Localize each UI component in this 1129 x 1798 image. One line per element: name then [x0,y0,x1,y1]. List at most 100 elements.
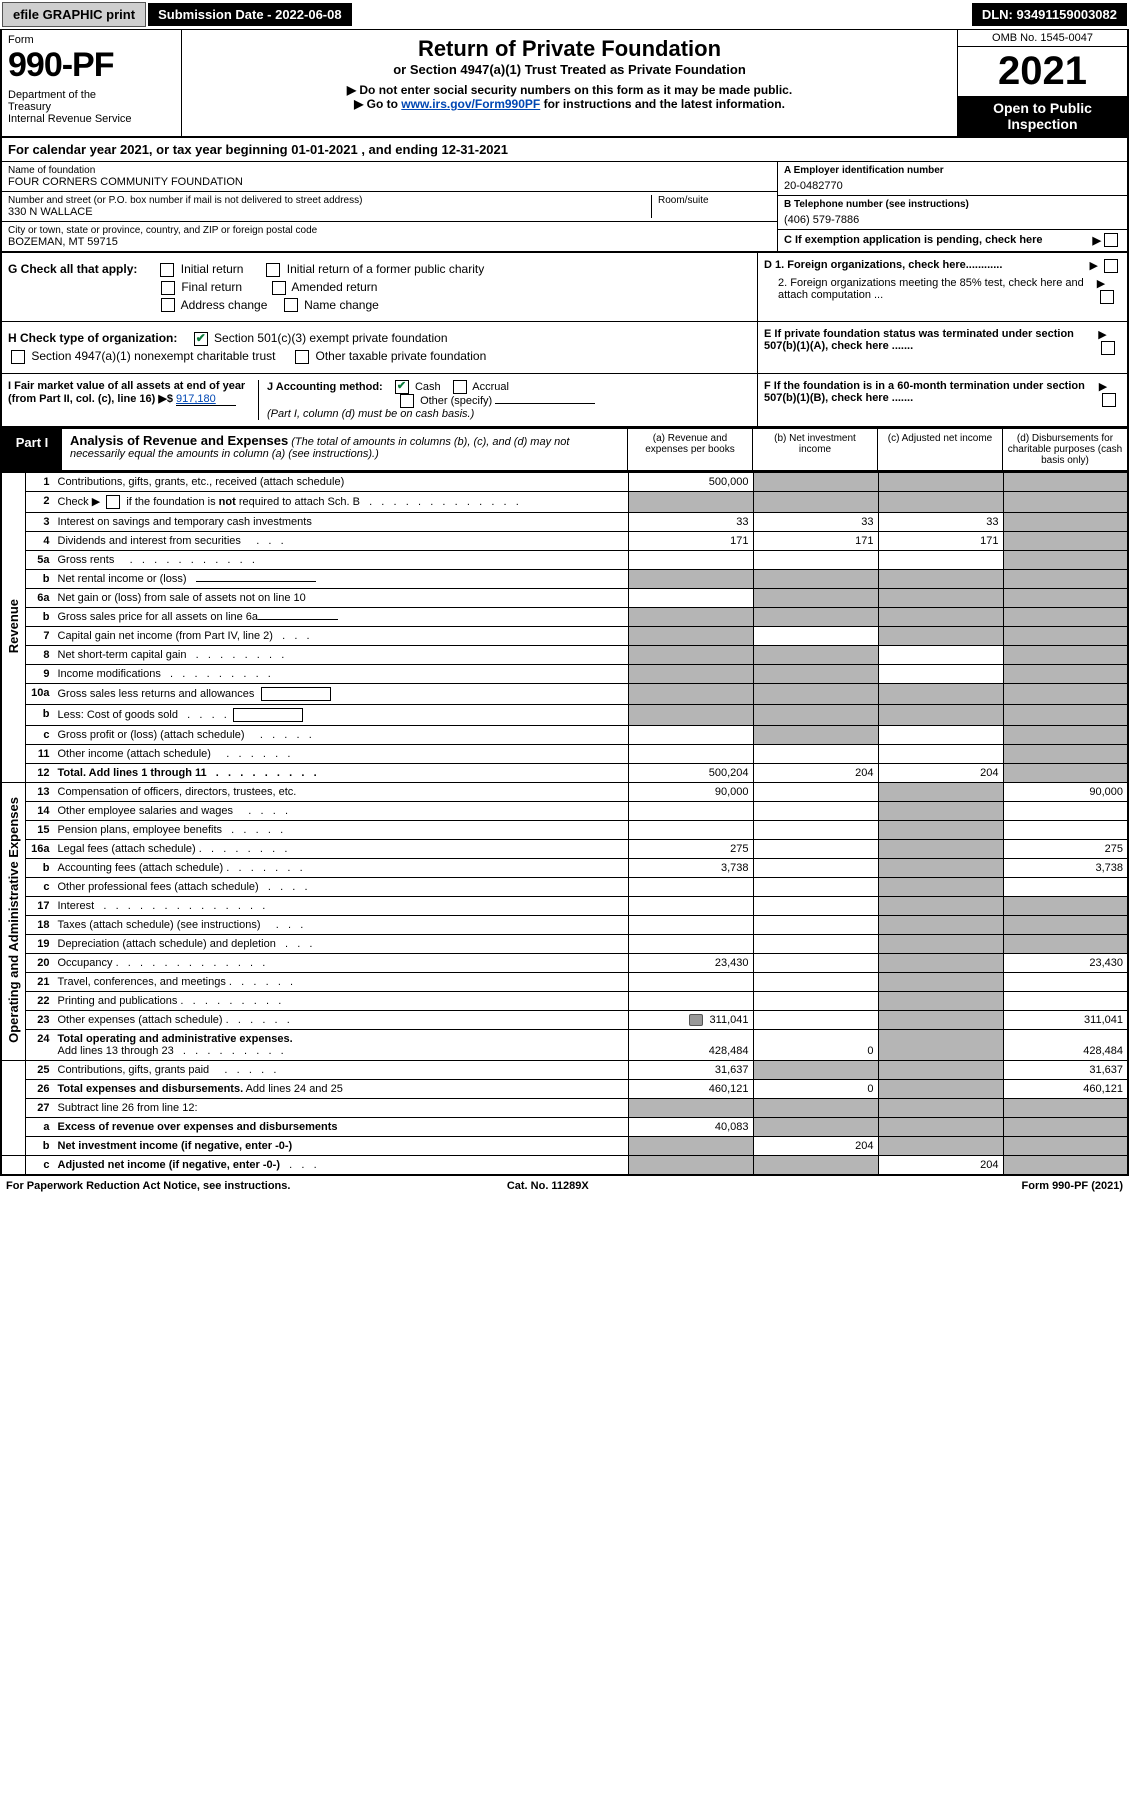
table-row: aExcess of revenue over expenses and dis… [1,1118,1128,1137]
table-row: 7Capital gain net income (from Part IV, … [1,627,1128,646]
d1-checkbox[interactable] [1104,259,1118,273]
page: efile GRAPHIC print Submission Date - 20… [0,0,1129,1196]
other-taxable-checkbox[interactable] [295,350,309,364]
col-d-header: (d) Disbursements for charitable purpose… [1002,429,1127,470]
ij-checks: I Fair market value of all assets at end… [2,374,757,426]
submission-date: Submission Date - 2022-06-08 [148,3,352,26]
table-row: 12Total. Add lines 1 through 11 . . . . … [1,764,1128,783]
table-row: 17Interest . . . . . . . . . . . . . . [1,897,1128,916]
note-ssn: ▶ Do not enter social security numbers o… [188,83,951,97]
fmv-link[interactable]: 917,180 [176,393,236,406]
4947-checkbox[interactable] [11,350,25,364]
d-checks: D 1. Foreign organizations, check here..… [757,253,1127,321]
footer: For Paperwork Reduction Act Notice, see … [0,1176,1129,1196]
expenses-vertical-label: Operating and Administrative Expenses [1,783,26,1061]
part1-header: Part I Analysis of Revenue and Expenses … [0,428,1129,472]
ein-row: A Employer identification number 20-0482… [778,162,1127,196]
dln: DLN: 93491159003082 [972,3,1127,26]
footer-center: Cat. No. 11289X [507,1180,589,1192]
table-row: cGross profit or (loss) (attach schedule… [1,726,1128,745]
form-title: Return of Private Foundation [188,36,951,62]
table-row: 26Total expenses and disbursements. Add … [1,1080,1128,1099]
accrual-checkbox[interactable] [453,380,467,394]
table-row: cAdjusted net income (if negative, enter… [1,1156,1128,1176]
table-row: 19Depreciation (attach schedule) and dep… [1,935,1128,954]
table-row: bGross sales price for all assets on lin… [1,608,1128,627]
header-right: OMB No. 1545-0047 2021 Open to Public In… [957,30,1127,136]
name-right: A Employer identification number 20-0482… [777,162,1127,251]
table-row: Revenue 1Contributions, gifts, grants, e… [1,473,1128,492]
part1-table: Revenue 1Contributions, gifts, grants, e… [0,472,1129,1176]
table-row: 24Total operating and administrative exp… [1,1030,1128,1061]
table-row: 10aGross sales less returns and allowanc… [1,684,1128,705]
address-change-checkbox[interactable] [161,298,175,312]
d2-checkbox[interactable] [1100,290,1114,304]
col-b-header: (b) Net investment income [752,429,877,470]
check-section-ij: I Fair market value of all assets at end… [0,374,1129,428]
cash-checkbox[interactable] [395,380,409,394]
dept-text: Department of theTreasuryInternal Revenu… [8,89,175,125]
table-row: 4Dividends and interest from securities … [1,532,1128,551]
initial-return-checkbox[interactable] [160,263,174,277]
table-row: 15Pension plans, employee benefits . . .… [1,821,1128,840]
form-header: Form 990-PF Department of theTreasuryInt… [0,29,1129,138]
table-row: 25Contributions, gifts, grants paid . . … [1,1061,1128,1080]
exemption-checkbox[interactable] [1104,233,1118,247]
part1-title: Analysis of Revenue and Expenses (The to… [62,429,627,470]
amended-return-checkbox[interactable] [272,281,286,295]
form-label: Form [8,34,175,46]
table-row: 14Other employee salaries and wages . . … [1,802,1128,821]
efile-print-button[interactable]: efile GRAPHIC print [2,2,146,27]
table-row: cOther professional fees (attach schedul… [1,878,1128,897]
table-row: 20Occupancy . . . . . . . . . . . . .23,… [1,954,1128,973]
e-checkbox[interactable] [1101,341,1115,355]
header-left: Form 990-PF Department of theTreasuryInt… [2,30,182,136]
tax-year: 2021 [958,47,1127,96]
schedule-icon[interactable] [689,1014,703,1026]
501c3-checkbox[interactable] [194,332,208,346]
table-row: 23Other expenses (attach schedule) . . .… [1,1011,1128,1030]
h-checks: H Check type of organization: Section 50… [2,322,757,373]
table-row: 2Check ▶ if the foundation is not requir… [1,492,1128,513]
table-row: 18Taxes (attach schedule) (see instructi… [1,916,1128,935]
name-ein-block: Name of foundation FOUR CORNERS COMMUNIT… [0,161,1129,253]
table-row: 27Subtract line 26 from line 12: [1,1099,1128,1118]
footer-left: For Paperwork Reduction Act Notice, see … [6,1180,290,1192]
telephone-row: B Telephone number (see instructions) (4… [778,196,1127,230]
table-row: 21Travel, conferences, and meetings . . … [1,973,1128,992]
table-row: 11Other income (attach schedule) . . . .… [1,745,1128,764]
table-row: bNet investment income (if negative, ent… [1,1137,1128,1156]
e-check: E If private foundation status was termi… [757,322,1127,373]
calendar-year-row: For calendar year 2021, or tax year begi… [0,138,1129,161]
address-row: Number and street (or P.O. box number if… [2,192,777,222]
note-link: ▶ Go to www.irs.gov/Form990PF for instru… [188,97,951,111]
check-section-h: H Check type of organization: Section 50… [0,322,1129,374]
table-row: 16aLegal fees (attach schedule) . . . . … [1,840,1128,859]
col-a-header: (a) Revenue and expenses per books [627,429,752,470]
initial-former-checkbox[interactable] [266,263,280,277]
table-row: 5aGross rents . . . . . . . . . . . [1,551,1128,570]
name-left: Name of foundation FOUR CORNERS COMMUNIT… [2,162,777,251]
sch-b-checkbox[interactable] [106,495,120,509]
table-row: bNet rental income or (loss) [1,570,1128,589]
final-return-checkbox[interactable] [161,281,175,295]
table-row: bAccounting fees (attach schedule) . . .… [1,859,1128,878]
inspection-label: Open to Public Inspection [958,96,1127,136]
name-change-checkbox[interactable] [284,298,298,312]
table-row: Operating and Administrative Expenses 13… [1,783,1128,802]
part1-label: Part I [2,429,62,470]
form-subtitle: or Section 4947(a)(1) Trust Treated as P… [188,62,951,77]
table-row: 6aNet gain or (loss) from sale of assets… [1,589,1128,608]
table-row: 8Net short-term capital gain . . . . . .… [1,646,1128,665]
other-method-checkbox[interactable] [400,394,414,408]
top-bar: efile GRAPHIC print Submission Date - 20… [0,0,1129,29]
foundation-name-row: Name of foundation FOUR CORNERS COMMUNIT… [2,162,777,192]
omb-number: OMB No. 1545-0047 [958,30,1127,47]
footer-right: Form 990-PF (2021) [1022,1180,1124,1192]
g-checks: G Check all that apply: Initial return I… [2,253,757,321]
revenue-vertical-label: Revenue [1,473,26,783]
header-center: Return of Private Foundation or Section … [182,30,957,136]
irs-link[interactable]: www.irs.gov/Form990PF [401,97,540,111]
f-check: F If the foundation is in a 60-month ter… [757,374,1127,426]
f-checkbox[interactable] [1102,393,1116,407]
